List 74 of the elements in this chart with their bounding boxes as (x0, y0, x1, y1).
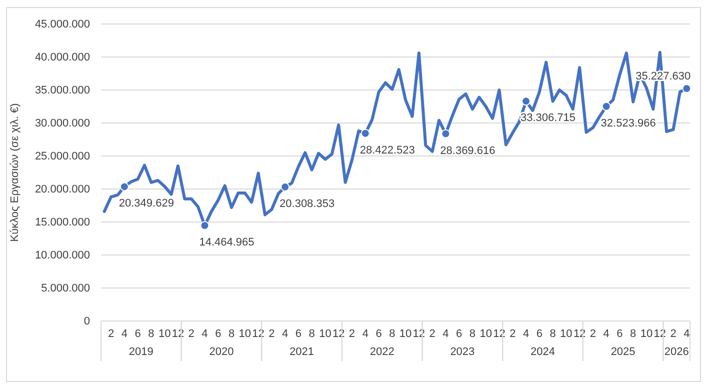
text: 2022 (370, 346, 394, 358)
text: 2025 (610, 346, 636, 358)
data-label: 33.306.715 (520, 112, 576, 124)
y-tick-label: 20.000.000 (34, 184, 90, 196)
y-tick-label: 25.000.000 (34, 150, 90, 163)
text: 2023 (450, 346, 475, 358)
x-tick-label: 4 (282, 328, 288, 340)
x-tick-label: 4 (522, 328, 530, 340)
x-tick-label: 6 (134, 328, 141, 340)
x-tick-label: 6 (215, 328, 222, 340)
x-tick-label: 12 (172, 328, 184, 340)
y-tick-label: 40.000.000 (34, 52, 90, 64)
point (441, 129, 450, 138)
point (360, 128, 370, 138)
x-tick-label: 2 (348, 328, 356, 340)
x-tick-label: 12 (654, 328, 666, 340)
x-tick-label: 6 (456, 328, 462, 340)
text: 2021 (290, 346, 314, 358)
x-tick-label: 4 (603, 328, 610, 340)
data-label: 28.422.523 (360, 144, 415, 156)
x-tick-label: 10 (399, 328, 412, 340)
x-tick-label: 8 (228, 328, 235, 340)
point (682, 84, 692, 93)
x-tick-label: 6 (376, 328, 382, 340)
x-tick-label: 2 (188, 328, 194, 340)
data-label: 20.308.353 (280, 198, 335, 210)
point (522, 96, 531, 106)
data-label: 32.523.966 (600, 117, 656, 130)
x-tick-label: 2 (510, 328, 516, 340)
x-tick-label: 10 (640, 328, 653, 340)
x-tick-label: 10 (560, 328, 572, 340)
text: 2020 (209, 346, 234, 358)
x-tick-label: 12 (493, 328, 506, 340)
x-tick-label: 8 (308, 328, 315, 340)
text: 2019 (128, 346, 154, 358)
text: 2024 (530, 346, 555, 358)
x-tick-label: 12 (412, 328, 426, 340)
x-tick-label: 6 (295, 328, 302, 340)
x-tick-label: 8 (148, 328, 154, 340)
x-tick-label: 2 (268, 328, 275, 340)
x-tick-label: 2 (670, 328, 676, 340)
y-tick-label: 30.000.000 (34, 118, 90, 130)
data-label: 14.464.965 (199, 236, 254, 249)
text: 2026 (664, 346, 689, 358)
x-tick-label: 10 (480, 328, 492, 340)
x-tick-label: 10 (319, 328, 332, 340)
point (602, 102, 611, 111)
data-label: 20.349.629 (118, 198, 174, 210)
x-tick-label: 4 (121, 328, 128, 340)
x-tick-label: 8 (389, 328, 396, 340)
x-tick-label: 2 (108, 328, 114, 340)
y-axis-title: Κύκλος Εργασιών (σε χιλ. €) (9, 103, 21, 242)
x-tick-label: 4 (202, 328, 208, 340)
y-tick-label: 15.000.000 (34, 216, 90, 229)
x-tick-label: 10 (158, 328, 171, 340)
x-tick-label: 10 (238, 328, 252, 340)
x-tick-label: 2 (590, 328, 596, 340)
y-tick-label: 35.000.000 (34, 84, 90, 97)
y-tick-label: 5.000.000 (41, 282, 90, 295)
x-tick-label: 6 (616, 328, 623, 340)
x-tick-label: 4 (442, 328, 449, 340)
x-tick-label: 8 (469, 328, 476, 340)
y-tick-label: 10.000.000 (34, 250, 90, 262)
x-tick-label: 4 (362, 328, 368, 340)
data-label: 28.369.616 (440, 144, 496, 157)
point (120, 182, 129, 192)
x-tick-label: 12 (252, 328, 264, 340)
y-tick-label: 45.000.000 (34, 18, 90, 31)
x-tick-label: 4 (684, 328, 690, 340)
x-tick-label: 8 (550, 328, 556, 340)
x-tick-label: 6 (536, 328, 542, 340)
y-tick-label: 0 (84, 316, 90, 328)
x-tick-label: 2 (429, 328, 436, 340)
x-tick-label: 8 (630, 328, 636, 340)
